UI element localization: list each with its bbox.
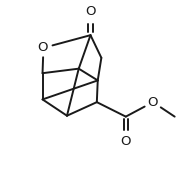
Text: O: O xyxy=(121,136,131,149)
Text: O: O xyxy=(148,96,158,109)
Text: O: O xyxy=(37,41,48,54)
Text: O: O xyxy=(85,5,96,18)
